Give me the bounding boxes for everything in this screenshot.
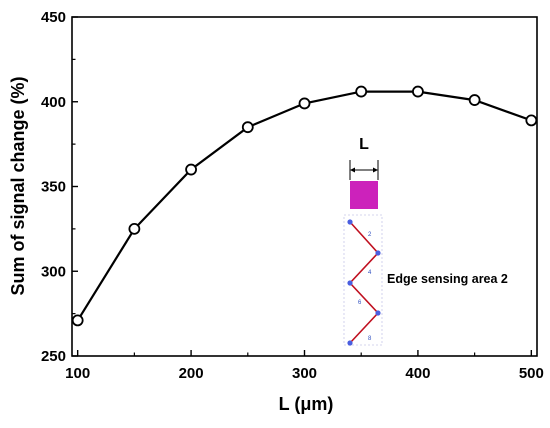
sensing-node <box>375 310 381 316</box>
x-axis-title: L (μm) <box>279 394 334 414</box>
series-line <box>76 90 532 321</box>
data-point <box>525 114 538 127</box>
y-tick-label: 400 <box>41 94 66 111</box>
data-point <box>71 314 84 327</box>
y-tick-label: 450 <box>41 9 66 26</box>
area-number: 4 <box>368 270 372 276</box>
inset-diagram: L 2 4 6 8 Edge sensing area 2 <box>343 136 508 346</box>
series-layer <box>71 85 538 327</box>
y-axis-ticks: 250 300 350 400 450 <box>41 9 78 365</box>
x-axis-ticks: 100 200 300 400 500 <box>65 350 544 382</box>
data-point <box>355 85 368 98</box>
y-tick-label: 300 <box>41 263 66 280</box>
edge-sensing-label: Edge sensing area 2 <box>387 272 508 286</box>
sensing-node <box>347 340 353 346</box>
data-point <box>128 222 141 235</box>
data-point <box>412 85 424 98</box>
area-number: 8 <box>368 336 372 342</box>
inset-dimension-label: L <box>359 136 369 153</box>
y-axis-title: Sum of signal change (%) <box>8 76 28 295</box>
x-tick-label: 500 <box>519 365 544 382</box>
area-number: 2 <box>368 232 372 238</box>
data-point <box>468 94 481 106</box>
y-tick-label: 350 <box>41 179 66 196</box>
arrow-head-right <box>373 167 378 173</box>
area-number: 6 <box>358 300 362 306</box>
x-tick-label: 400 <box>405 365 430 382</box>
y-tick-label: 250 <box>41 348 66 365</box>
sensing-node <box>375 250 381 256</box>
arrow-head-left <box>350 167 355 173</box>
sensing-node <box>347 280 353 286</box>
data-point <box>185 163 197 176</box>
x-tick-label: 300 <box>292 365 317 382</box>
x-tick-label: 200 <box>179 365 204 382</box>
sensing-area-box <box>343 214 383 346</box>
x-tick-label: 100 <box>65 365 90 382</box>
inset-pad <box>350 181 378 209</box>
data-point <box>298 97 311 110</box>
sensing-node <box>347 219 353 225</box>
plot-frame <box>71 16 538 357</box>
data-point <box>241 121 254 134</box>
